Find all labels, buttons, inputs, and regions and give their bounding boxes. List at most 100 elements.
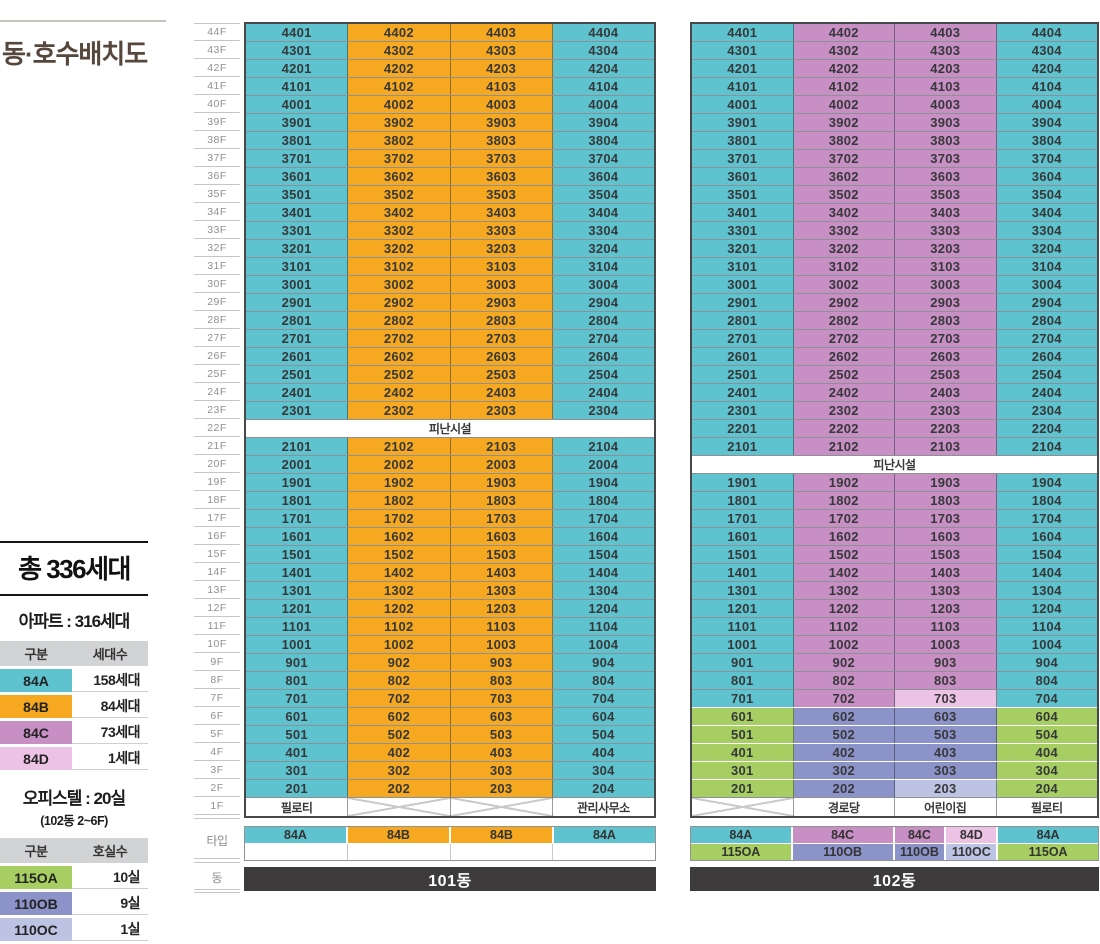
- unit-cell: 1502: [348, 546, 451, 563]
- unit-cell: 901: [246, 654, 349, 671]
- unit-cell: 2803: [450, 312, 553, 329]
- unit-cell: 4202: [348, 60, 451, 77]
- type-key-cell: 84A: [0, 669, 72, 692]
- floor-row: 4001 4002 4003 4004: [692, 96, 1097, 114]
- building-102: 4401 4402 4403 4404 4301 4302 4303 4304 4201 4202…: [690, 22, 1099, 891]
- unit-cell: 802: [348, 672, 451, 689]
- stat-row: 115OA 10실: [0, 866, 148, 889]
- unit-cell: 2501: [692, 366, 794, 383]
- type-cell: 84A: [691, 827, 791, 843]
- unit-cell: 1603: [450, 528, 553, 545]
- stat-row: 84B 84세대: [0, 695, 148, 718]
- floor-row: 1901 1902 1903 1904: [246, 474, 654, 492]
- unit-cell: 1901: [692, 474, 794, 491]
- unit-cell: 2401: [246, 384, 349, 401]
- unit-cell: 3904: [996, 114, 1097, 131]
- unit-cell: 3201: [246, 240, 349, 257]
- type-cell: 84B: [348, 827, 449, 843]
- unit-cell: 703: [895, 690, 997, 707]
- unit-cell: 3601: [246, 168, 349, 185]
- unit-cell: 4101: [246, 78, 349, 95]
- floor-row: 201 202 203 204: [246, 780, 654, 798]
- unit-cell: 3501: [246, 186, 349, 203]
- type-cell: 84A: [554, 827, 655, 843]
- count-cell: 1세대: [72, 747, 148, 770]
- type-key-cell: 84D: [0, 747, 72, 770]
- unit-cell: 2301: [692, 402, 794, 419]
- unit-cell: 3803: [895, 132, 997, 149]
- unit-cell: 4203: [895, 60, 997, 77]
- unit-cell: 4301: [246, 42, 349, 59]
- floor-row: 3401 3402 3403 3404: [692, 204, 1097, 222]
- unit-cell: 1802: [348, 492, 451, 509]
- crossed-cell: [450, 798, 553, 816]
- floor-label: 9F: [194, 653, 240, 671]
- floor-row: 2101 2102 2103 2104: [246, 438, 654, 456]
- unit-cell: 3203: [895, 240, 997, 257]
- unit-cell: 404: [552, 744, 654, 761]
- unit-cell: 3604: [552, 168, 654, 185]
- unit-cell: 3303: [450, 222, 553, 239]
- unit-cell: 2203: [895, 420, 997, 437]
- unit-grid: 4401 4402 4403 4404 4301 4302 4303 4304 4201 4202…: [690, 22, 1099, 818]
- unit-cell: 1401: [692, 564, 794, 581]
- unit-cell: 201: [246, 780, 349, 797]
- unit-cell: 502: [793, 726, 895, 743]
- unit-cell: 904: [552, 654, 654, 671]
- officetel-subtitle: 오피스텔 : 20실: [22, 789, 126, 808]
- unit-cell: 1003: [450, 636, 553, 653]
- floor-label: 38F: [194, 131, 240, 149]
- unit-cell: 2004: [552, 456, 654, 473]
- unit-cell: 601: [246, 708, 349, 725]
- title-rule: [0, 20, 166, 22]
- unit-cell: 2403: [450, 384, 553, 401]
- unit-cell: 2603: [895, 348, 997, 365]
- unit-cell: 3804: [552, 132, 654, 149]
- unit-cell: 3903: [895, 114, 997, 131]
- type-row: 84A 84C 84C 84D 84A: [691, 827, 1098, 843]
- unit-cell: 3101: [246, 258, 349, 275]
- unit-cell: 4404: [996, 24, 1097, 41]
- unit-cell: 3102: [793, 258, 895, 275]
- floor-row: 701 702 703 704: [692, 690, 1097, 708]
- floor-label: 35F: [194, 185, 240, 203]
- axis-divider: [194, 815, 240, 823]
- floor-row: 3801 3802 3803 3804: [692, 132, 1097, 150]
- unit-cell: 4102: [348, 78, 451, 95]
- unit-cell: 1902: [793, 474, 895, 491]
- floor-row: 3301 3302 3303 3304: [692, 222, 1097, 240]
- floor-row: 4101 4102 4103 4104: [692, 78, 1097, 96]
- unit-cell: 2102: [348, 438, 451, 455]
- unit-cell: 3201: [692, 240, 794, 257]
- floor-row: 경로당 어린이집 필로티: [692, 798, 1097, 816]
- floor-label: 14F: [194, 563, 240, 581]
- unit-cell: 1904: [996, 474, 1097, 491]
- unit-cell: 2704: [552, 330, 654, 347]
- unit-cell: 3801: [246, 132, 349, 149]
- unit-cell: 804: [996, 672, 1097, 689]
- unit-cell: 803: [895, 672, 997, 689]
- floor-label: 3F: [194, 761, 240, 779]
- unit-cell: 2604: [552, 348, 654, 365]
- unit-cell: 2902: [348, 294, 451, 311]
- unit-cell: 2101: [246, 438, 349, 455]
- unit-cell: 3203: [450, 240, 553, 257]
- unit-cell: 2604: [996, 348, 1097, 365]
- unit-cell: 4302: [348, 42, 451, 59]
- unit-cell: 804: [552, 672, 654, 689]
- unit-cell: 2104: [996, 438, 1097, 455]
- unit-cell: 1201: [692, 600, 794, 617]
- floor-row: 1601 1602 1603 1604: [246, 528, 654, 546]
- unit-cell: 3404: [996, 204, 1097, 221]
- floor-label: 8F: [194, 671, 240, 689]
- floor-row: 401 402 403 404: [692, 744, 1097, 762]
- unit-cell: 1802: [793, 492, 895, 509]
- stat-row: 84D 1세대: [0, 747, 148, 770]
- unit-cell: 602: [793, 708, 895, 725]
- empty-type-cell: [245, 844, 347, 860]
- floor-row: 3901 3902 3903 3904: [692, 114, 1097, 132]
- unit-cell: 2702: [348, 330, 451, 347]
- unit-cell: 3301: [246, 222, 349, 239]
- floor-row: 1501 1502 1503 1504: [692, 546, 1097, 564]
- count-cell: 10실: [72, 866, 148, 889]
